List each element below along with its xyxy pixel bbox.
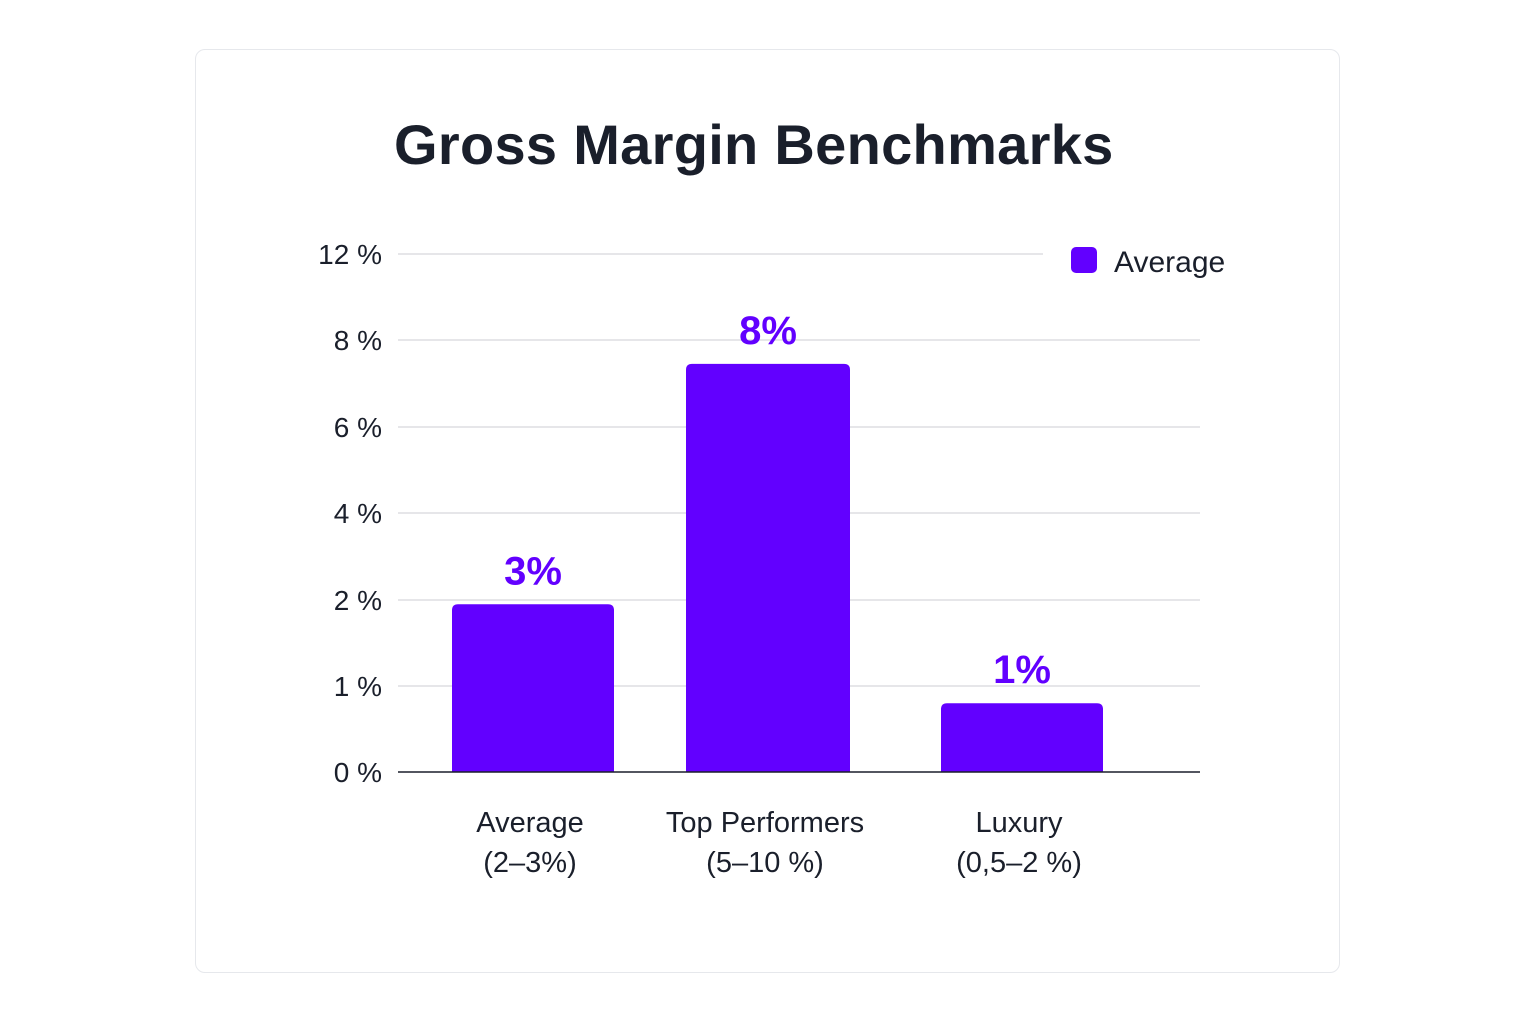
bars [452, 363, 1103, 772]
value-labels: 3% 8% 1% [504, 309, 1051, 692]
y-tick-label: 2 % [334, 585, 382, 616]
bar-value-label: 3% [504, 549, 562, 593]
x-category-label: (2–3%) [483, 847, 577, 879]
bar [941, 703, 1103, 772]
legend: Average [1071, 246, 1225, 279]
bar [452, 604, 614, 772]
legend-label: Average [1114, 246, 1225, 279]
x-category-label: (5–10 %) [706, 847, 824, 879]
y-tick-label: 6 % [334, 412, 382, 443]
x-category-label: (0,5–2 %) [956, 847, 1082, 879]
chart-title: Gross Margin Benchmarks [394, 113, 1114, 176]
x-category-label: Top Performers [666, 807, 864, 839]
y-tick-label: 1 % [334, 671, 382, 702]
x-category-label: Luxury [975, 807, 1063, 839]
y-tick-label: 4 % [334, 498, 382, 529]
y-tick-label: 0 % [334, 757, 382, 788]
bar-value-label: 8% [739, 309, 797, 353]
legend-swatch [1071, 247, 1097, 273]
y-axis-ticks: 0 % 1 % 2 % 4 % 6 % 8 % 12 % [318, 239, 382, 788]
bar [686, 363, 850, 772]
y-tick-label: 12 % [318, 239, 382, 270]
bar-value-label: 1% [993, 648, 1051, 692]
x-category-label: Average [476, 807, 584, 839]
y-tick-label: 8 % [334, 325, 382, 356]
x-axis-labels: Average (2–3%) Top Performers (5–10 %) Luxur… [476, 807, 1082, 879]
